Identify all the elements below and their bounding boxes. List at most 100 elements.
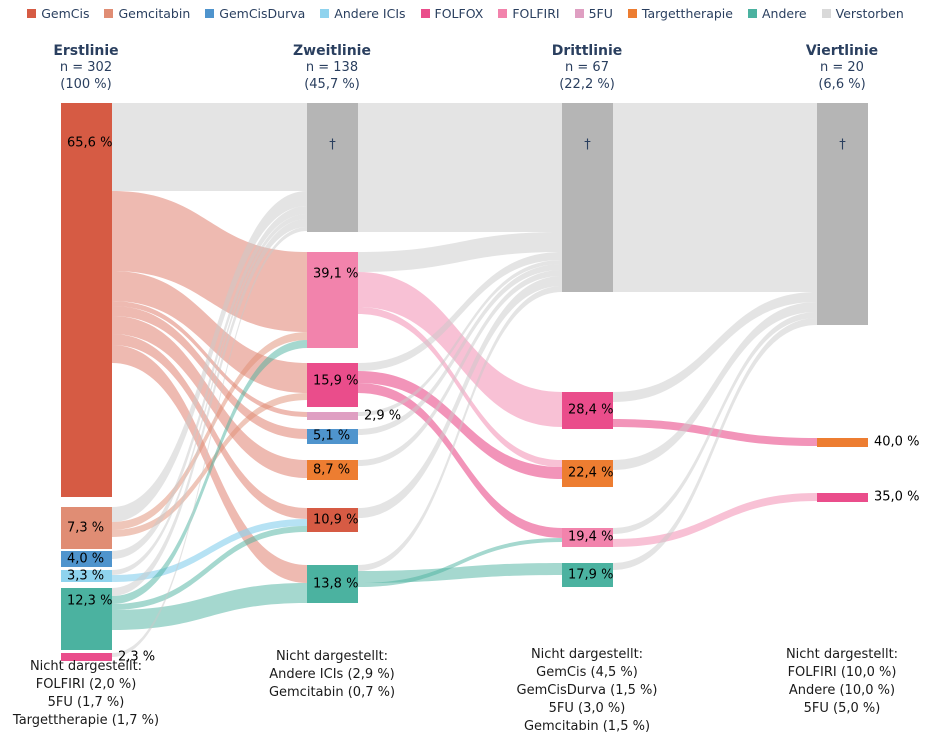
link-targ3-tod4 <box>613 302 817 470</box>
legend-swatch-icon <box>627 9 637 18</box>
link-folfox2-folfiri3 <box>358 383 562 538</box>
note-title: Nicht dargestellt: <box>29 659 143 674</box>
node-andere2[interactable] <box>307 565 358 603</box>
node-andere3[interactable] <box>562 563 613 587</box>
column-pct: (100 %) <box>60 77 112 92</box>
node-targ4[interactable] <box>817 438 868 447</box>
legend-item-andere-icis[interactable]: Andere ICIs <box>320 6 406 21</box>
note-line: 5FU (5,0 %) <box>803 701 881 716</box>
legend-item-folfox[interactable]: FOLFOX <box>420 6 484 21</box>
legend-label: FOLFOX <box>434 6 484 21</box>
legend-item-gemcis[interactable]: GemCis <box>27 6 89 21</box>
column-pct: (22,2 %) <box>559 77 615 92</box>
note-title: Nicht dargestellt: <box>785 647 899 662</box>
node-label-gemcitabin1: 7,3 % <box>67 521 104 536</box>
link-folfiri2-targ3 <box>358 307 562 467</box>
node-folfiri2[interactable] <box>307 252 358 348</box>
link-targ2-tod3 <box>358 270 562 466</box>
legend-label: GemCisDurva <box>219 6 306 21</box>
node-tod2[interactable] <box>307 103 358 232</box>
link-andereicis1-gemcis2 <box>112 519 307 582</box>
node-folfox3[interactable] <box>562 392 613 429</box>
node-targ3[interactable] <box>562 460 613 487</box>
node-andereicis1[interactable] <box>61 570 112 582</box>
column-header-viertlinie: Viertlinie n = 20 (6,6 %) <box>806 43 878 93</box>
node-label-andere3: 17,9 % <box>568 568 613 583</box>
node-label-targ3: 22,4 % <box>568 466 613 481</box>
legend-item-gemcisdurva[interactable]: GemCisDurva <box>205 6 305 21</box>
legend-swatch-icon <box>27 9 37 18</box>
link-gemcis2-tod3 <box>358 276 562 518</box>
legend-swatch-icon <box>498 9 508 18</box>
legend-label: Targettherapie <box>641 6 733 21</box>
node-label-andere2: 13,8 % <box>313 577 358 592</box>
note-title: Nicht dargestellt: <box>530 647 644 662</box>
node-tod4[interactable] <box>817 103 868 325</box>
link-folfox3-tod4 <box>613 292 817 402</box>
link-folfiri3-tod4 <box>613 312 817 534</box>
node-gemcitabin1[interactable] <box>61 507 112 549</box>
node-label-folfox4: 35,0 % <box>874 490 919 505</box>
node-targ2[interactable] <box>307 460 358 480</box>
link-fu2-tod3 <box>358 260 562 416</box>
node-gemcisdurva1[interactable] <box>61 551 112 567</box>
node-andere1[interactable] <box>61 588 112 650</box>
column-pct: (45,7 %) <box>304 77 360 92</box>
not-shown-note-erstlinie: Nicht dargestellt: FOLFIRI (2,0 %) 5FU (1,… <box>13 658 159 730</box>
node-folfox1[interactable] <box>61 653 112 661</box>
node-label-folfox3: 28,4 % <box>568 403 613 418</box>
link-folfox1-tod2 <box>112 227 307 657</box>
node-folfox4[interactable] <box>817 493 868 502</box>
node-label-tod3: † <box>584 138 591 153</box>
column-header-drittlinie: Drittlinie n = 67 (22,2 %) <box>552 43 623 93</box>
legend-item-verstorben[interactable]: Verstorben <box>821 6 904 21</box>
link-folfiri2-tod3 <box>358 232 562 272</box>
legend-item-andere[interactable]: Andere <box>747 6 807 21</box>
node-fu2[interactable] <box>307 412 358 420</box>
node-gemcisdurva2[interactable] <box>307 429 358 444</box>
column-header-zweitlinie: Zweitlinie n = 138 (45,7 %) <box>293 43 371 93</box>
not-shown-note-zweitlinie: Nicht dargestellt: Andere ICIs (2,9 %) Gem… <box>269 648 395 702</box>
node-gemcis1[interactable] <box>61 103 112 497</box>
node-tod3[interactable] <box>562 103 613 292</box>
node-label-gemcis2: 10,9 % <box>313 513 358 528</box>
node-label-folfox2: 15,9 % <box>313 374 358 389</box>
node-label-targ4: 40,0 % <box>874 435 919 450</box>
legend-swatch-icon <box>420 9 430 18</box>
link-gemcis1-gemcisdurva2 <box>112 306 307 439</box>
node-label-gemcisdurva2: 5,1 % <box>313 429 350 444</box>
node-label-tod2: † <box>329 138 336 153</box>
link-tod2-tod3 <box>358 103 562 232</box>
link-gemcis1-folfiri2 <box>112 191 307 332</box>
node-gemcis2[interactable] <box>307 508 358 532</box>
legend: GemCis Gemcitabin GemCisDurva Andere ICIs FO… <box>0 6 931 21</box>
node-label-folfiri2: 39,1 % <box>313 267 358 282</box>
column-n: n = 67 <box>565 60 609 75</box>
link-gemcisdurva1-tod2 <box>112 206 307 559</box>
column-pct: (6,6 %) <box>818 77 866 92</box>
legend-label: FOLFIRI <box>512 6 560 21</box>
note-line: Gemcitabin (0,7 %) <box>268 685 396 700</box>
legend-item-folfiri[interactable]: FOLFIRI <box>498 6 560 21</box>
note-line: GemCis (4,5 %) <box>536 665 638 680</box>
link-gemcitabin1-tod2 <box>112 191 307 522</box>
legend-label: Gemcitabin <box>118 6 191 21</box>
node-folfox2[interactable] <box>307 363 358 407</box>
legend-item-targettherapie[interactable]: Targettherapie <box>627 6 733 21</box>
node-folfiri3[interactable] <box>562 528 613 547</box>
column-n: n = 20 <box>820 60 864 75</box>
node-label-tod4: † <box>839 138 846 153</box>
note-line: 5FU (1,7 %) <box>47 695 125 710</box>
node-label-andereicis1: 3,3 % <box>67 569 104 584</box>
node-label-targ2: 8,7 % <box>313 463 350 478</box>
legend-swatch-icon <box>320 9 330 18</box>
column-n: n = 302 <box>59 60 113 75</box>
legend-item-5fu[interactable]: 5FU <box>574 6 613 21</box>
legend-label: GemCis <box>41 6 90 21</box>
legend-item-gemcitabin[interactable]: Gemcitabin <box>104 6 190 21</box>
link-andere1-gemcis2 <box>112 526 307 610</box>
node-label-gemcis1: 65,6 % <box>67 136 112 151</box>
legend-label: Andere <box>761 6 807 21</box>
